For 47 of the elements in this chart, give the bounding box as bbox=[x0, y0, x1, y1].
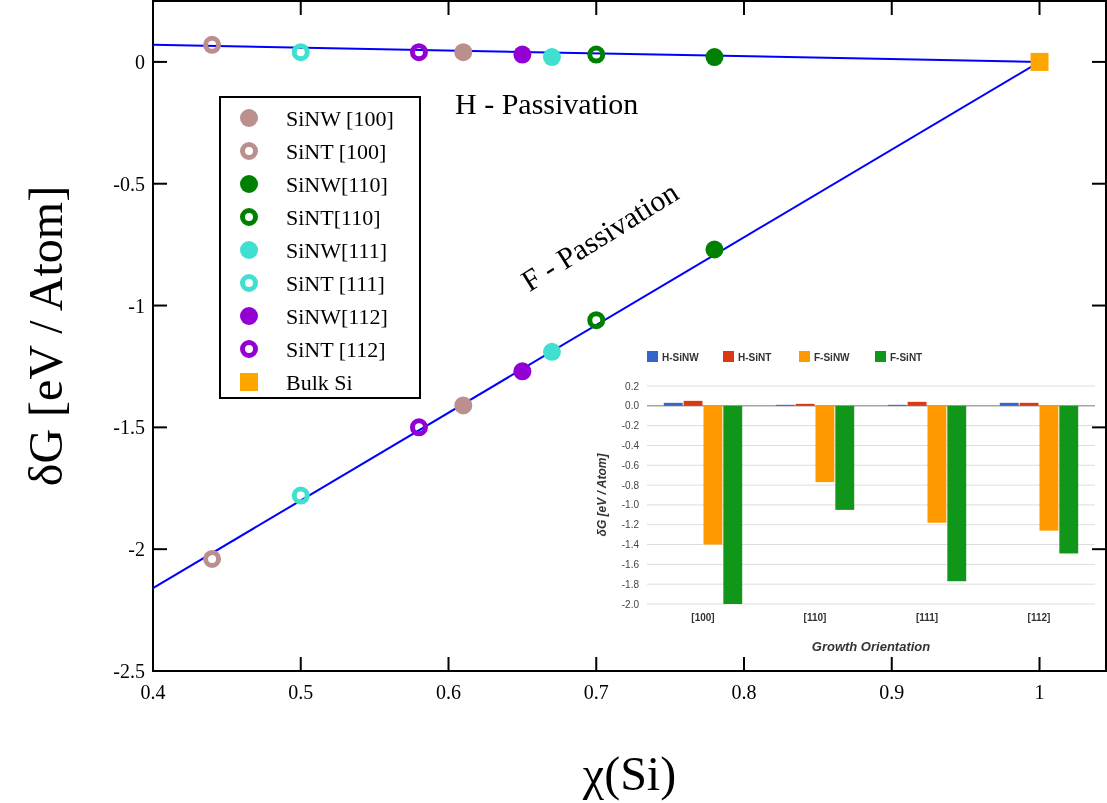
legend-label: SiNW[111] bbox=[286, 238, 388, 263]
x-tick-label: [100] bbox=[691, 612, 715, 623]
y-tick-label: -2 bbox=[128, 538, 145, 561]
x-tick-label: 0.8 bbox=[731, 681, 757, 703]
y-tick-label: -1.8 bbox=[621, 578, 640, 590]
y-tick-label: -0.6 bbox=[621, 459, 640, 471]
y-tick-label: -1.6 bbox=[621, 558, 640, 570]
legend-label: F-SiNW bbox=[814, 352, 851, 363]
legend-label: SiNT [100] bbox=[286, 139, 387, 164]
legend-label: SiNT [112] bbox=[286, 337, 386, 362]
legend-label: SiNW [100] bbox=[286, 106, 394, 131]
y-tick-label: -0.8 bbox=[621, 479, 640, 491]
y-tick-label: -1.4 bbox=[621, 539, 640, 551]
y-tick-label: -0.5 bbox=[113, 172, 145, 195]
x-tick-label: 1 bbox=[1034, 681, 1045, 703]
legend-label: F-SiNT bbox=[890, 352, 923, 363]
y-tick-label: -1 bbox=[128, 294, 145, 317]
x-tick-label: 0.4 bbox=[140, 681, 166, 703]
y-axis-title: δG [eV / Atom] bbox=[19, 185, 72, 487]
x-tick-label: 0.5 bbox=[288, 681, 314, 703]
y-tick-label: -2.0 bbox=[621, 598, 640, 610]
x-tick-label: 0.9 bbox=[879, 681, 905, 703]
x-tick-label: [110] bbox=[803, 612, 827, 623]
y-tick-label: -0.4 bbox=[621, 439, 640, 451]
legend-label: SiNT[110] bbox=[286, 205, 381, 230]
y-tick-label: -2.5 bbox=[113, 660, 145, 682]
x-tick-label: 0.7 bbox=[583, 681, 609, 703]
legend-label: Bulk Si bbox=[286, 370, 353, 395]
y-tick-label: 0.0 bbox=[625, 400, 640, 412]
x-tick-label: [111] bbox=[915, 612, 939, 623]
y-tick-label: 0.2 bbox=[625, 380, 640, 392]
legend-label: H-SiNT bbox=[738, 352, 772, 363]
y-tick-label: -1.2 bbox=[621, 519, 640, 531]
y-tick-label: -1.0 bbox=[621, 499, 640, 511]
x-tick-label: 0.6 bbox=[436, 681, 461, 703]
x-tick-label: [112] bbox=[1027, 612, 1051, 623]
x-axis-title: χ(Si) bbox=[581, 747, 677, 801]
legend-label: SiNW[110] bbox=[286, 172, 388, 197]
y-tick-label: 0 bbox=[135, 50, 145, 73]
annotation: H - Passivation bbox=[455, 87, 639, 120]
x-axis-title: Growth Orientation bbox=[811, 639, 931, 654]
y-tick-label: -0.2 bbox=[621, 420, 640, 432]
y-axis-title: δG [eV / Atom] bbox=[595, 452, 609, 537]
legend-label: SiNW[112] bbox=[286, 304, 388, 329]
y-tick-label: -1.5 bbox=[113, 416, 145, 439]
legend-label: SiNT [111] bbox=[286, 271, 385, 296]
legend-label: H-SiNW bbox=[662, 352, 700, 363]
